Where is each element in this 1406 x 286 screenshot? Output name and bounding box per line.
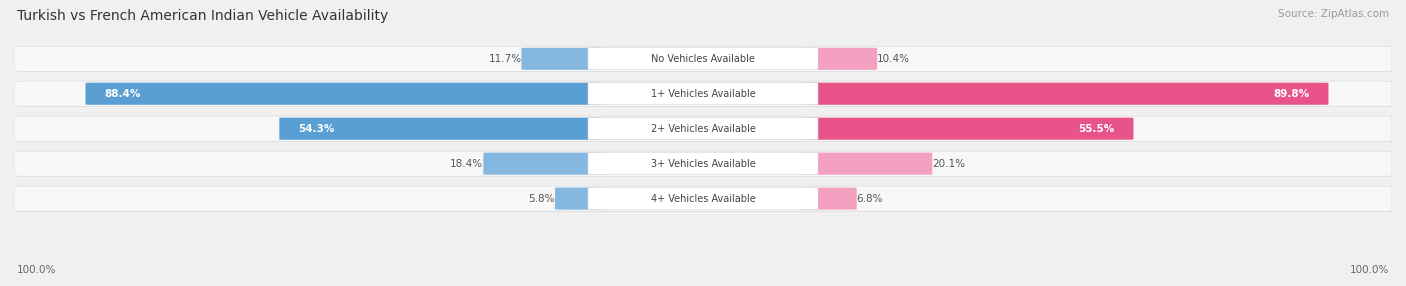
Text: 54.3%: 54.3% [298, 124, 335, 134]
FancyBboxPatch shape [801, 118, 1133, 140]
FancyBboxPatch shape [18, 152, 1396, 177]
FancyBboxPatch shape [555, 188, 605, 210]
FancyBboxPatch shape [18, 47, 1396, 72]
FancyBboxPatch shape [522, 48, 605, 70]
Text: 6.8%: 6.8% [856, 194, 883, 204]
FancyBboxPatch shape [801, 83, 1329, 105]
Text: 5.8%: 5.8% [529, 194, 555, 204]
Text: 11.7%: 11.7% [488, 54, 522, 64]
FancyBboxPatch shape [18, 186, 1396, 212]
Text: 88.4%: 88.4% [105, 89, 141, 99]
Text: 55.5%: 55.5% [1078, 124, 1114, 134]
FancyBboxPatch shape [14, 116, 1392, 141]
Text: 18.4%: 18.4% [450, 159, 484, 169]
FancyBboxPatch shape [280, 118, 605, 140]
FancyBboxPatch shape [801, 153, 932, 175]
FancyBboxPatch shape [14, 186, 1392, 211]
FancyBboxPatch shape [801, 48, 877, 70]
Text: Source: ZipAtlas.com: Source: ZipAtlas.com [1278, 9, 1389, 19]
FancyBboxPatch shape [14, 46, 1392, 72]
FancyBboxPatch shape [14, 81, 1392, 106]
FancyBboxPatch shape [484, 153, 605, 175]
Text: Turkish vs French American Indian Vehicle Availability: Turkish vs French American Indian Vehicl… [17, 9, 388, 23]
Text: 4+ Vehicles Available: 4+ Vehicles Available [651, 194, 755, 204]
Text: 3+ Vehicles Available: 3+ Vehicles Available [651, 159, 755, 169]
Text: 10.4%: 10.4% [877, 54, 910, 64]
FancyBboxPatch shape [588, 118, 818, 140]
FancyBboxPatch shape [801, 188, 856, 210]
FancyBboxPatch shape [86, 83, 605, 105]
FancyBboxPatch shape [588, 188, 818, 210]
FancyBboxPatch shape [588, 48, 818, 70]
Text: 2+ Vehicles Available: 2+ Vehicles Available [651, 124, 755, 134]
Text: 20.1%: 20.1% [932, 159, 966, 169]
FancyBboxPatch shape [588, 153, 818, 175]
Text: 100.0%: 100.0% [1350, 265, 1389, 275]
FancyBboxPatch shape [18, 116, 1396, 142]
Text: 89.8%: 89.8% [1272, 89, 1309, 99]
FancyBboxPatch shape [18, 82, 1396, 107]
FancyBboxPatch shape [588, 83, 818, 105]
Text: 1+ Vehicles Available: 1+ Vehicles Available [651, 89, 755, 99]
Text: No Vehicles Available: No Vehicles Available [651, 54, 755, 64]
Text: 100.0%: 100.0% [17, 265, 56, 275]
FancyBboxPatch shape [14, 151, 1392, 176]
